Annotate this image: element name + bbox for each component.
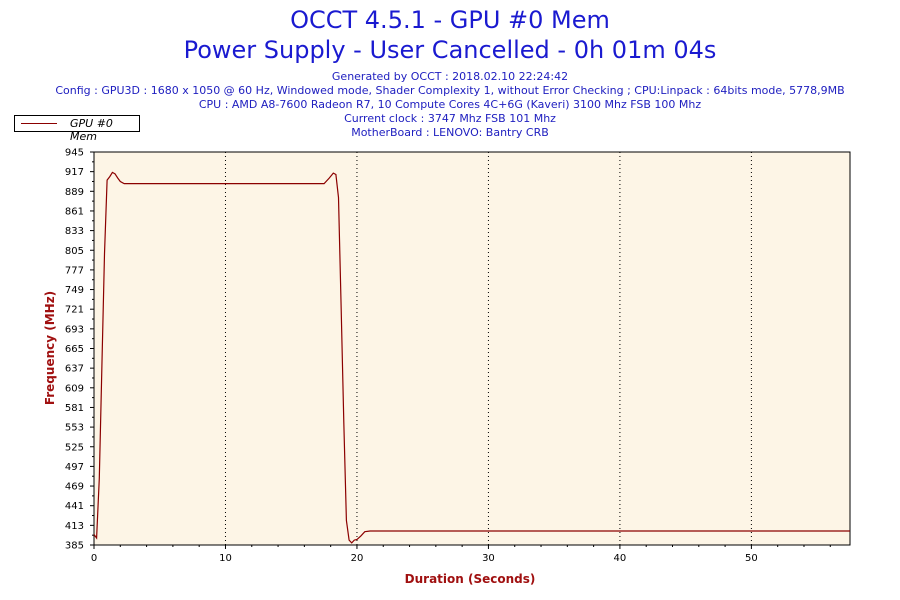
y-tick-label: 441	[65, 501, 84, 512]
y-tick-label: 805	[65, 246, 84, 257]
y-tick-label: 889	[65, 187, 84, 198]
y-tick-label: 609	[65, 383, 84, 394]
clock-line: Current clock : 3747 Mhz FSB 101 Mhz	[344, 112, 556, 125]
motherboard-line: MotherBoard : LENOVO: Bantry CRB	[351, 126, 549, 139]
y-tick-label: 497	[65, 462, 84, 473]
config-line: Config : GPU3D : 1680 x 1050 @ 60 Hz, Wi…	[55, 84, 845, 97]
x-axis-label: Duration (Seconds)	[404, 572, 536, 586]
y-tick-label: 861	[65, 206, 84, 217]
x-tick-label: 20	[351, 553, 364, 564]
y-tick-label: 749	[65, 285, 84, 296]
y-tick-label: 385	[65, 541, 84, 552]
y-tick-label: 413	[65, 521, 84, 532]
y-axis-label: Frequency (MHz)	[43, 290, 57, 406]
y-tick-label: 553	[65, 423, 84, 434]
y-tick-label: 469	[65, 482, 84, 493]
plot-area	[94, 152, 850, 545]
x-tick-label: 0	[91, 553, 97, 564]
x-tick-label: 50	[745, 553, 758, 564]
y-tick-label: 581	[65, 403, 84, 414]
chart-subtitle: Power Supply - User Cancelled - 0h 01m 0…	[183, 36, 717, 64]
series-line-0	[93, 171, 850, 544]
generated-line: Generated by OCCT : 2018.02.10 22:24:42	[331, 70, 569, 83]
cpu-line: CPU : AMD A8-7600 Radeon R7, 10 Compute …	[198, 98, 702, 111]
legend: GPU #0 Mem	[14, 115, 140, 143]
y-tick-label: 665	[65, 344, 84, 355]
y-tick-label: 637	[65, 364, 84, 375]
x-tick-label: 30	[482, 553, 495, 564]
y-tick-label: 777	[65, 265, 84, 276]
x-tick-label: 10	[219, 553, 232, 564]
y-tick-label: 693	[65, 324, 84, 335]
legend-swatch	[21, 123, 57, 124]
chart-title: OCCT 4.5.1 - GPU #0 Mem	[290, 6, 610, 34]
x-tick-label: 40	[614, 553, 627, 564]
y-tick-label: 917	[65, 167, 84, 178]
y-tick-label: 525	[65, 442, 84, 453]
legend-series-label: GPU #0 Mem	[70, 117, 113, 143]
y-tick-label: 721	[65, 305, 84, 316]
y-tick-label: 833	[65, 226, 84, 237]
y-tick-label: 945	[65, 148, 84, 159]
